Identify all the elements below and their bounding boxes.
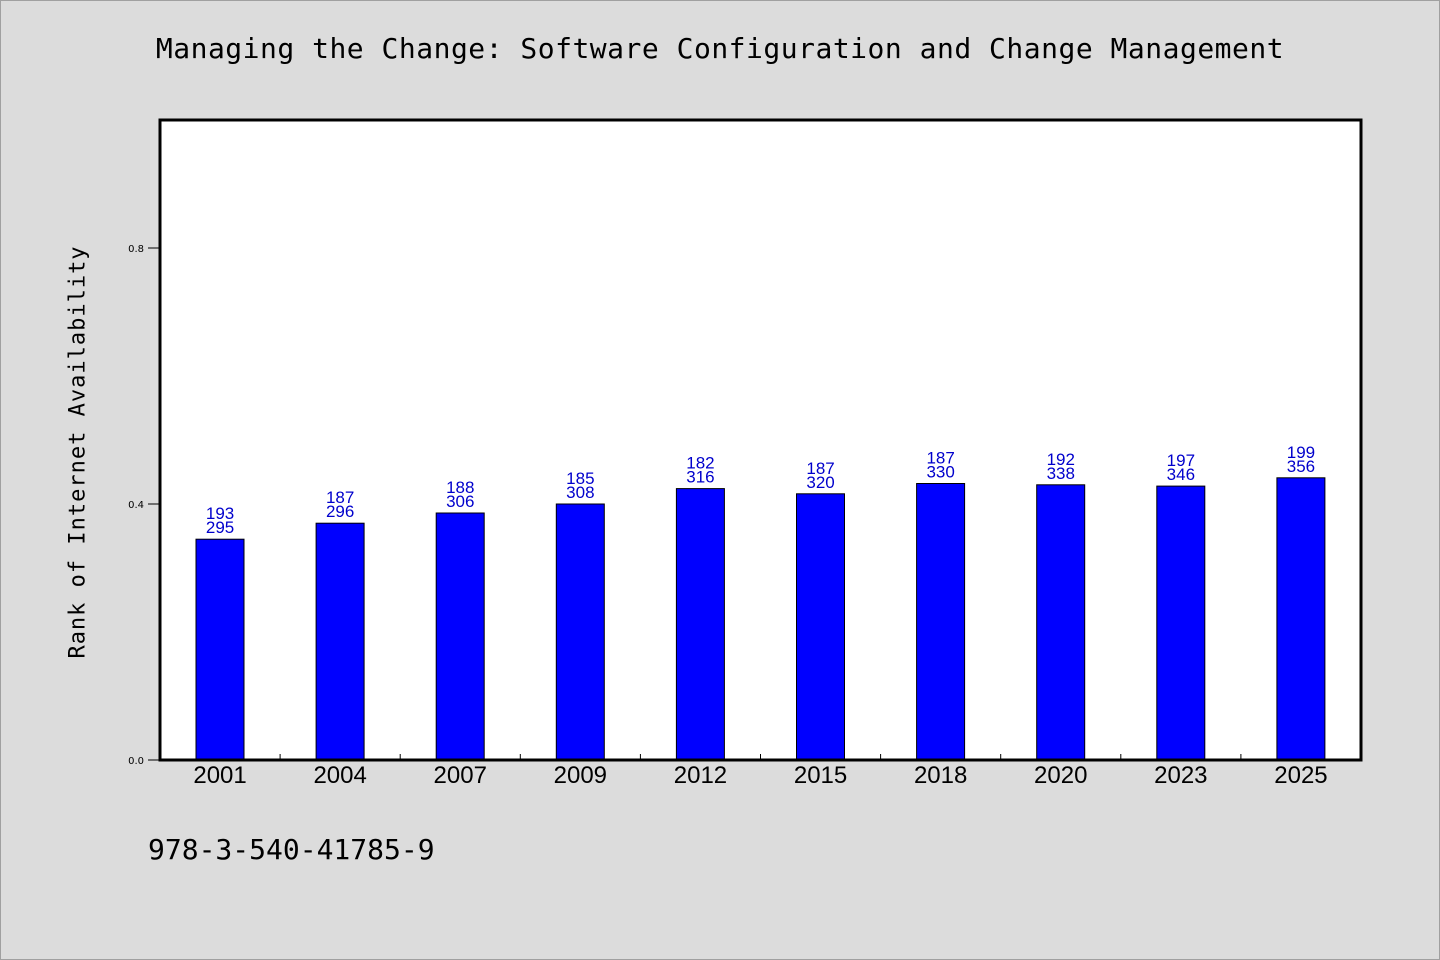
bar-value-label: 182 [686, 454, 714, 473]
x-tick-label: 2001 [193, 762, 246, 789]
y-tick-label: 0.0 [128, 756, 144, 767]
bar [796, 493, 845, 761]
y-tick-label: 0.4 [128, 500, 144, 511]
bar-value-label: 330 [926, 463, 954, 482]
x-tick-label: 2009 [554, 762, 607, 789]
x-tick-label: 2025 [1274, 762, 1327, 789]
bar-value-label: 295 [206, 518, 234, 537]
bar-value-label: 338 [1047, 464, 1075, 483]
chart-title: Managing the Change: Software Configurat… [155, 32, 1285, 65]
x-tick-label: 2023 [1154, 762, 1207, 789]
bar-value-label: 187 [806, 459, 834, 478]
bar [435, 512, 485, 761]
bar-value-label: 320 [806, 473, 834, 492]
bar [1036, 484, 1086, 761]
bar-value-label: 308 [566, 483, 594, 502]
bar-value-label: 346 [1167, 465, 1195, 484]
bar-value-label: 316 [686, 468, 714, 487]
bar-value-label: 188 [446, 478, 474, 497]
bar [916, 483, 966, 761]
bar-value-label: 306 [446, 492, 474, 511]
bar-value-label: 199 [1287, 443, 1315, 462]
bar-value-label: 187 [926, 449, 954, 468]
bar-value-label: 197 [1167, 451, 1195, 470]
bar-value-label: 185 [566, 469, 594, 488]
x-tick-label: 2007 [434, 762, 487, 789]
bar [675, 488, 725, 761]
bar [555, 503, 605, 761]
bar-value-label: 192 [1047, 450, 1075, 469]
bar-value-label: 356 [1287, 457, 1315, 476]
x-tick-label: 2018 [914, 762, 967, 789]
x-tick-label: 2015 [794, 762, 847, 789]
x-tick-label: 2020 [1034, 762, 1087, 789]
bar [315, 522, 365, 761]
x-tick-label: 2012 [674, 762, 727, 789]
bar [195, 538, 245, 761]
bar-value-label: 193 [206, 504, 234, 523]
footer-code: 978-3-540-41785-9 [148, 833, 435, 866]
plot-frame [158, 118, 1363, 762]
bar [1276, 477, 1326, 761]
bar [1156, 485, 1206, 761]
y-tick-label: 0.8 [128, 244, 144, 255]
bar-value-label: 187 [326, 488, 354, 507]
bar-value-label: 296 [326, 502, 354, 521]
x-tick-label: 2004 [313, 762, 366, 789]
